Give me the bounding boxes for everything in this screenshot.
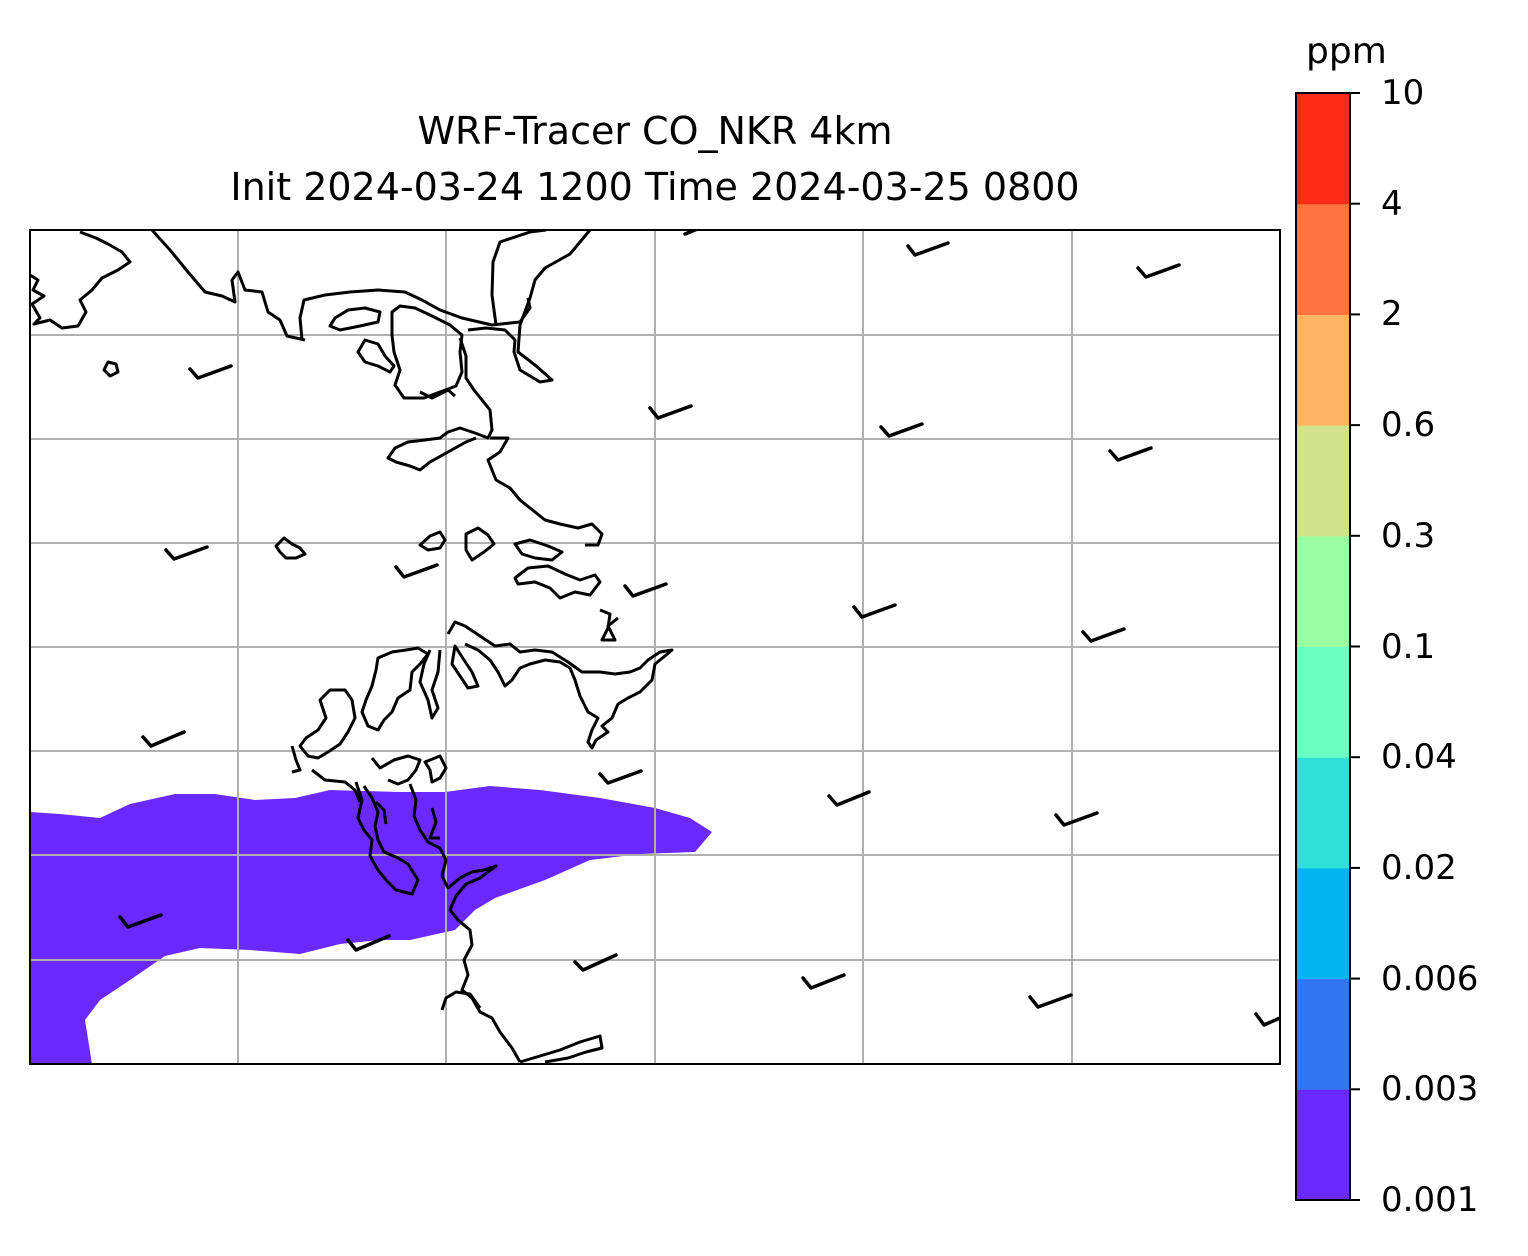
wind-barb: [573, 953, 618, 972]
colorbar-segment: [1296, 978, 1350, 1090]
colorbar-segment: [1296, 867, 1350, 980]
coastline-segment: [290, 745, 302, 774]
colorbar-segment: [1296, 757, 1350, 869]
coastline-segment: [440, 990, 482, 1011]
wind-barb: [164, 545, 209, 561]
wind-barb: [118, 913, 163, 929]
coastline-segment: [467, 230, 592, 384]
coastline-segment: [464, 526, 496, 562]
colorbar-tick-label: 0.02: [1381, 847, 1457, 888]
coastline-segment: [328, 306, 382, 332]
wind-barb: [598, 769, 643, 785]
coastline-segment: [390, 304, 464, 400]
coastline-segment: [311, 768, 362, 803]
coastline-segment: [428, 807, 440, 840]
coastline-segment: [360, 646, 430, 732]
wind-barb: [188, 364, 233, 380]
coastline-segment: [150, 230, 306, 342]
wind-barb: [1028, 993, 1073, 1009]
coastline-segment: [102, 360, 120, 378]
wind-barb: [827, 790, 871, 807]
coastline: [30, 230, 674, 1064]
coastline-segment: [274, 536, 307, 560]
wind-barb: [852, 603, 897, 619]
colorbar-segment: [1296, 203, 1350, 315]
coastline-segment: [513, 564, 602, 600]
wind-barbs: [118, 230, 1280, 1027]
wind-barb: [906, 241, 950, 257]
coastline-segment: [450, 644, 480, 690]
map-subtitle: Init 2024-03-24 1200 Time 2024-03-25 080…: [230, 165, 1080, 209]
map-area: [30, 230, 1280, 1064]
colorbar-tick-label: 0.1: [1381, 626, 1436, 667]
colorbar-tick-label: 0.04: [1381, 737, 1457, 778]
colorbar-segment: [1296, 1089, 1350, 1201]
colorbar-segment: [1296, 425, 1350, 537]
coastline-segment: [370, 754, 422, 786]
coastline-segment: [30, 230, 132, 330]
colorbar-segment: [1296, 535, 1350, 647]
colorbar-segment: [1296, 314, 1350, 426]
coastline-segment: [374, 800, 388, 825]
wind-barb: [1108, 446, 1153, 462]
coastline-segment: [519, 1034, 604, 1064]
wind-barb: [1136, 263, 1181, 279]
colorbar-tick-label: 4: [1381, 183, 1403, 224]
coastline-segment: [419, 388, 456, 400]
wind-barb: [648, 404, 693, 420]
coastline-segment: [418, 649, 442, 720]
coastline-segment: [418, 530, 447, 552]
wind-barb: [623, 582, 668, 598]
colorbar-tick-label: 0.3: [1381, 515, 1436, 556]
colorbar-units: ppm: [1306, 31, 1387, 72]
coastline-segment: [386, 337, 494, 472]
map-frame: [29, 229, 1281, 1065]
wind-barb: [394, 563, 439, 579]
coastline-segment: [356, 338, 396, 374]
coastline-segment: [599, 608, 619, 642]
colorbar-tick-label: 0.006: [1381, 958, 1479, 999]
colorbar-tick-label: 2: [1381, 294, 1403, 335]
colorbar-tick-label: 10: [1381, 73, 1425, 113]
wind-barb: [346, 934, 391, 952]
colorbar-tick-label: 0.001: [1381, 1180, 1479, 1220]
map-title: WRF-Tracer CO_NKR 4km: [417, 109, 893, 153]
colorbar-tick-label: 0.6: [1381, 405, 1436, 446]
coastline-segment: [354, 781, 420, 896]
coastline-segment: [298, 288, 532, 341]
gridlines: [30, 230, 1280, 1064]
coastline-segment: [423, 754, 448, 784]
colorbar-tick-label: 0.003: [1381, 1069, 1479, 1110]
colorbar-segment: [1296, 93, 1350, 205]
coastline-segment: [490, 230, 547, 326]
coastline-segment: [446, 620, 674, 750]
coastline-segment: [513, 538, 564, 562]
wind-barb: [801, 973, 846, 990]
wind-barb: [1254, 1012, 1280, 1027]
wind-barb: [141, 730, 186, 748]
wind-barb: [1054, 811, 1099, 827]
coastline-segment: [298, 688, 357, 760]
colorbar: [1295, 92, 1360, 1201]
wind-barb: [879, 422, 924, 438]
colorbar-segment: [1296, 646, 1350, 758]
coastline-segment: [486, 436, 604, 547]
wind-barb: [1081, 627, 1126, 643]
